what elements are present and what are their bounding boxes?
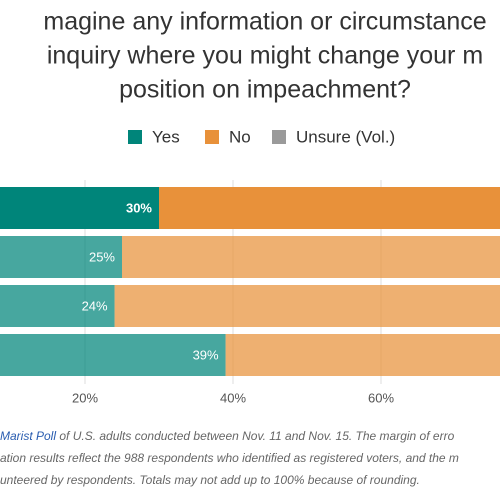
footnote-text: of U.S. adults conducted between Nov. 11… (56, 429, 455, 443)
legend-swatch (128, 130, 142, 144)
legend-label: Yes (152, 127, 180, 146)
value-label: 25% (89, 249, 115, 264)
footnote: ation results reflect the 988 respondent… (0, 451, 459, 465)
legend-label: Unsure (Vol.) (296, 127, 395, 146)
legend-swatch (272, 130, 286, 144)
legend-label: No (229, 127, 251, 146)
x-tick-label: 20% (72, 390, 98, 405)
legend-swatch (205, 130, 219, 144)
bar-segment (0, 285, 115, 327)
bar-segment (122, 236, 500, 278)
bar-segment (159, 187, 500, 229)
x-tick-label: 60% (368, 390, 394, 405)
value-label: 39% (193, 347, 219, 362)
chart-title: magine any information or circumstance (43, 8, 486, 36)
value-label: 24% (82, 298, 108, 313)
footnote: Marist Poll of U.S. adults conducted bet… (0, 429, 455, 443)
chart-title: inquiry where you might change your m (47, 42, 483, 70)
bar-segment (225, 334, 500, 376)
bar-segment (0, 236, 122, 278)
value-label: 30% (126, 200, 152, 215)
x-tick-label: 40% (220, 390, 246, 405)
source-link: Marist Poll (0, 429, 56, 443)
bar-segment (0, 187, 159, 229)
bar-segment (114, 285, 500, 327)
footnote: unteered by respondents. Totals may not … (0, 473, 420, 487)
chart-title: position on impeachment? (119, 76, 411, 104)
bar-segment (0, 334, 226, 376)
